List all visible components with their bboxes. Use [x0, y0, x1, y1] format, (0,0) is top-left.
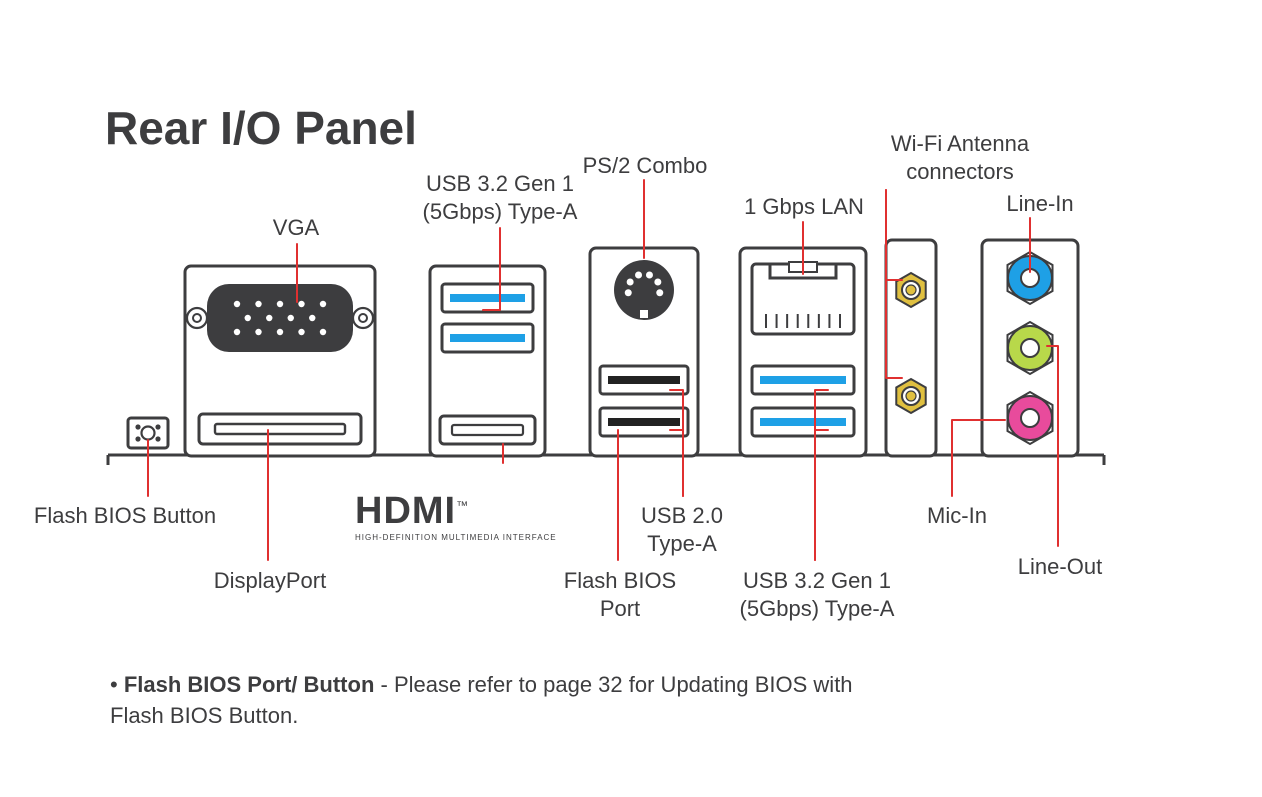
label-vga: VGA [256, 214, 336, 242]
label-usb32-bot: USB 3.2 Gen 1(5Gbps) Type-A [727, 567, 907, 622]
label-lineout: Line-Out [1010, 553, 1110, 581]
hdmi-tm: ™ [456, 498, 469, 512]
label-dport: DisplayPort [195, 567, 345, 595]
label-flashbtn: Flash BIOS Button [20, 502, 230, 530]
note-bold: Flash BIOS Port/ Button [124, 672, 375, 697]
label-usb20: USB 2.0Type-A [632, 502, 732, 557]
flash-bios-note: • Flash BIOS Port/ Button - Please refer… [110, 670, 910, 732]
label-micin: Mic-In [912, 502, 1002, 530]
label-lan: 1 Gbps LAN [734, 193, 874, 221]
label-flashport: Flash BIOSPort [555, 567, 685, 622]
hdmi-main: HDMI [355, 490, 456, 532]
label-wifi: Wi-Fi Antennaconnectors [870, 130, 1050, 185]
hdmi-sub: HIGH-DEFINITION MULTIMEDIA INTERFACE [355, 533, 557, 542]
hdmi-logo: HDMI™ HIGH-DEFINITION MULTIMEDIA INTERFA… [355, 490, 557, 542]
page-root: Rear I/O Panel VGA USB 3.2 Gen 1(5Gbps) … [0, 0, 1262, 797]
label-linein: Line-In [990, 190, 1090, 218]
bullet: • [110, 672, 118, 697]
label-usb32-top: USB 3.2 Gen 1(5Gbps) Type-A [410, 170, 590, 225]
label-ps2: PS/2 Combo [575, 152, 715, 180]
